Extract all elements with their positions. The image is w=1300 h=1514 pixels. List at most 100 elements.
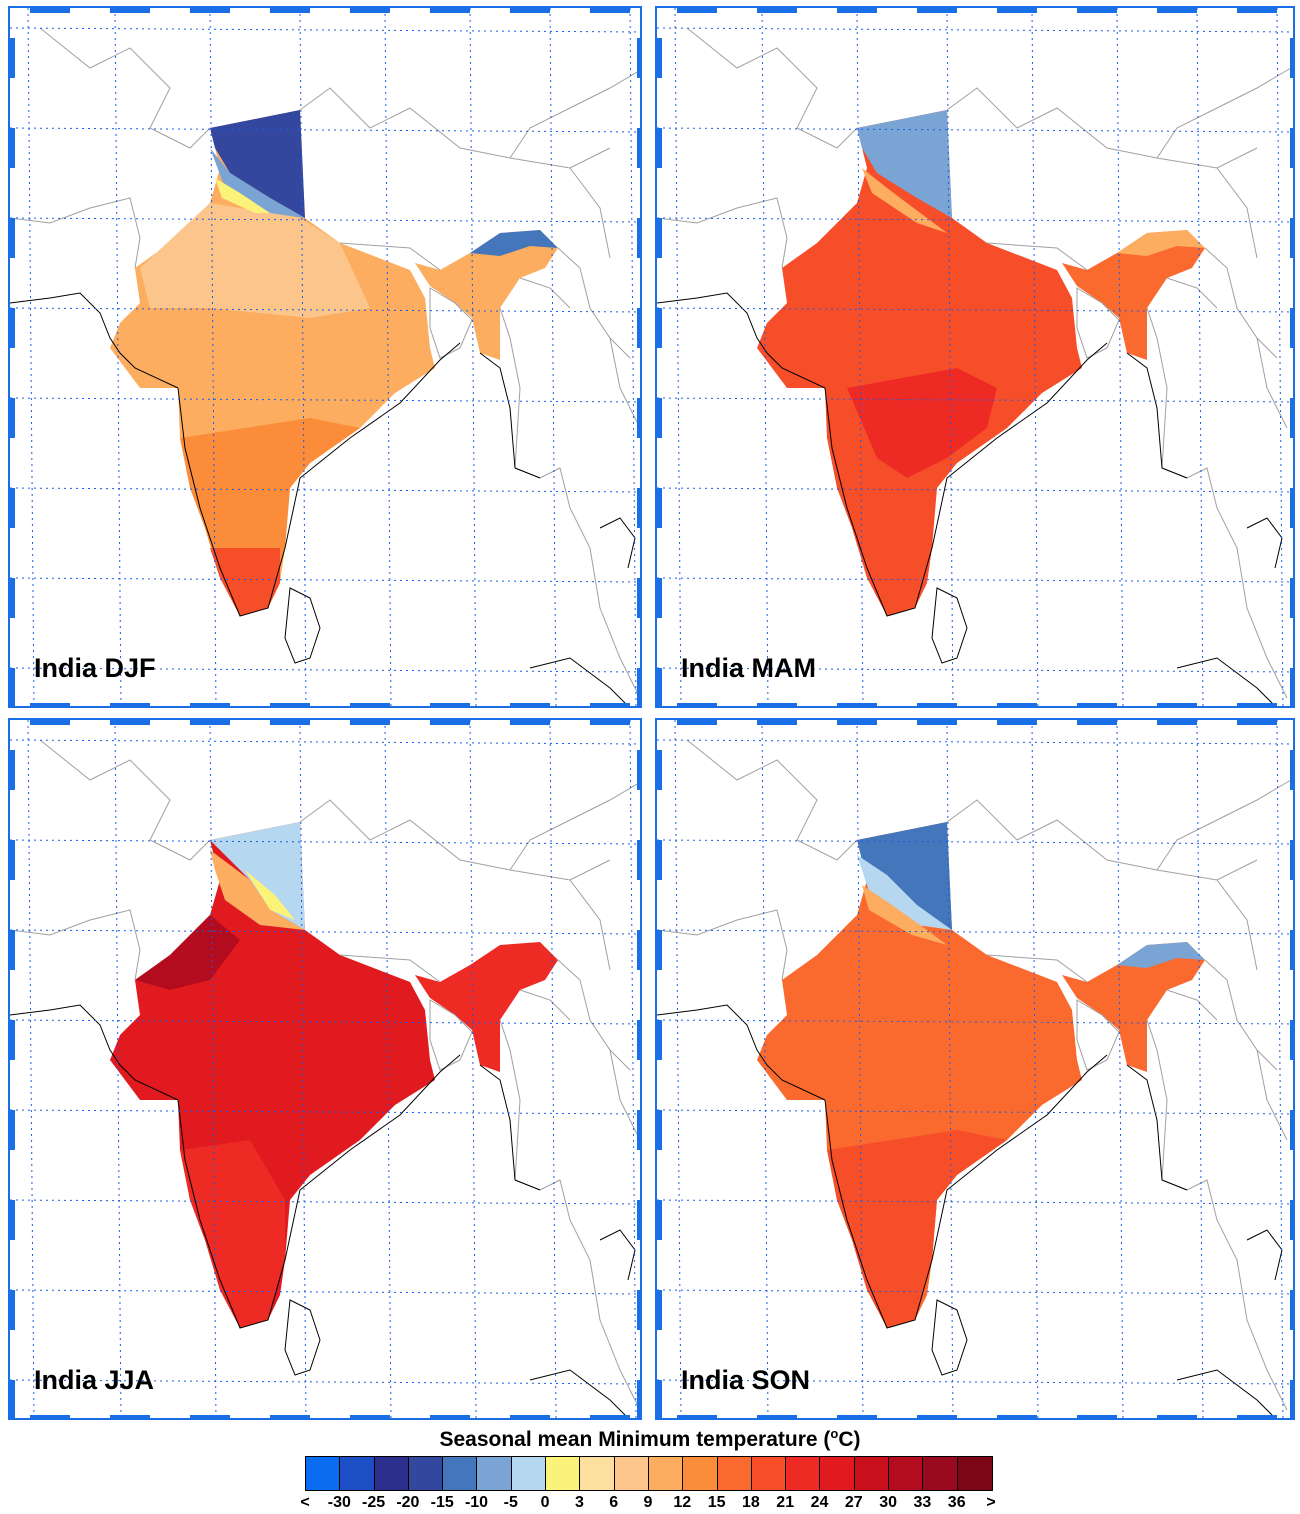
frame-tick	[10, 578, 15, 618]
frame-tick	[637, 1290, 640, 1330]
frame-tick	[30, 1415, 70, 1418]
frame-tick	[1077, 1415, 1117, 1418]
colorbar-tick-label: 36	[947, 1494, 966, 1511]
graticule-line	[469, 720, 477, 1418]
coastline	[529, 657, 629, 706]
frame-tick	[190, 1415, 230, 1418]
frame-tick	[637, 1200, 640, 1240]
temperature-region	[857, 855, 952, 930]
country-border	[519, 277, 571, 309]
frame-tick	[917, 703, 957, 706]
country-border	[1076, 999, 1120, 1071]
frame-tick	[837, 8, 877, 13]
frame-tick	[10, 668, 15, 706]
frame-tick	[677, 1415, 717, 1418]
graticule-line	[10, 577, 640, 583]
colorbar-tick-label: -20	[396, 1494, 420, 1511]
frame-tick	[1290, 308, 1293, 348]
coastline	[479, 352, 541, 479]
graticule-line	[27, 720, 35, 1418]
colorbar-tick-label: -5	[503, 1494, 518, 1511]
frame-tick	[757, 1415, 797, 1418]
frame-tick	[1290, 1290, 1293, 1330]
frame-tick	[10, 750, 15, 790]
frame-tick	[1290, 38, 1293, 78]
sri-lanka-outline	[284, 587, 321, 664]
frame-tick	[657, 398, 662, 438]
graticule-line	[10, 397, 640, 403]
country-borders	[657, 739, 1292, 1411]
frame-tick	[997, 1415, 1037, 1418]
graticule-line	[10, 1289, 640, 1295]
frame-tick	[10, 128, 15, 168]
frame-tick	[657, 1200, 662, 1240]
frame-tick	[10, 488, 15, 528]
colorbar-tick-label: -15	[430, 1494, 454, 1511]
frame-tick	[510, 8, 550, 13]
coastline	[599, 1229, 636, 1281]
frame-tick	[430, 8, 470, 13]
country-border	[569, 879, 611, 971]
coastline	[529, 1369, 629, 1418]
temperature-region	[1062, 230, 1205, 360]
frame-tick	[757, 703, 797, 706]
frame-tick	[430, 703, 470, 706]
country-border	[946, 799, 1258, 881]
frame-tick	[10, 1290, 15, 1330]
frame-tick	[10, 1380, 15, 1418]
country-border	[1204, 959, 1278, 1071]
coastline	[657, 1004, 826, 1101]
frame-tick	[837, 720, 877, 725]
country-border	[1076, 287, 1120, 359]
graticule-line	[10, 307, 640, 313]
map-panel-jja: India JJA	[8, 718, 642, 1420]
graticule-line	[10, 929, 640, 935]
graticule-line	[657, 27, 1293, 33]
temperature-region	[827, 1130, 1007, 1328]
colorbar-tick-label: 18	[741, 1494, 760, 1511]
frame-tick	[110, 1415, 150, 1418]
colorbar-tick-label: 27	[844, 1494, 863, 1511]
frame-tick	[350, 703, 390, 706]
coastline	[1126, 352, 1188, 479]
colorbar-swatch	[306, 1457, 341, 1490]
graticule	[10, 8, 640, 706]
temperature-region	[140, 203, 370, 318]
colorbar-swatch	[408, 1457, 444, 1490]
sri-lanka-outline	[284, 1299, 321, 1376]
frame-tick	[590, 8, 630, 13]
country-border	[1216, 167, 1258, 259]
frame-tick	[10, 1020, 15, 1060]
frame-tick	[1237, 1415, 1277, 1418]
frame-tick	[657, 750, 662, 790]
legend-title-text: Seasonal mean Minimum temperature (	[439, 1428, 831, 1451]
graticule-line	[657, 1289, 1293, 1295]
coastlines	[657, 1004, 1283, 1418]
country-borders	[10, 739, 640, 1411]
graticule-line	[657, 217, 1293, 223]
graticule-line	[10, 127, 640, 133]
country-border	[1146, 307, 1288, 699]
frame-tick	[1077, 703, 1117, 706]
colorbar-swatch	[923, 1457, 958, 1490]
frame-tick	[270, 1415, 310, 1418]
panel-label-mam: India MAM	[681, 653, 816, 683]
temperature-field	[110, 110, 558, 616]
frame-tick	[30, 703, 70, 706]
frame-tick	[510, 720, 550, 725]
country-border	[39, 27, 211, 149]
temperature-field	[110, 822, 558, 1328]
country-border	[986, 954, 1088, 983]
frame-tick	[510, 703, 550, 706]
country-border	[1166, 277, 1218, 309]
country-border	[499, 307, 640, 699]
frame-tick	[190, 8, 230, 13]
frame-tick	[637, 218, 640, 258]
frame-tick	[677, 703, 717, 706]
coastlines	[657, 292, 1283, 706]
country-border	[429, 287, 473, 359]
temperature-field	[757, 822, 1205, 1328]
frame-tick	[637, 308, 640, 348]
country-border	[10, 197, 141, 269]
temperature-region	[415, 230, 558, 360]
